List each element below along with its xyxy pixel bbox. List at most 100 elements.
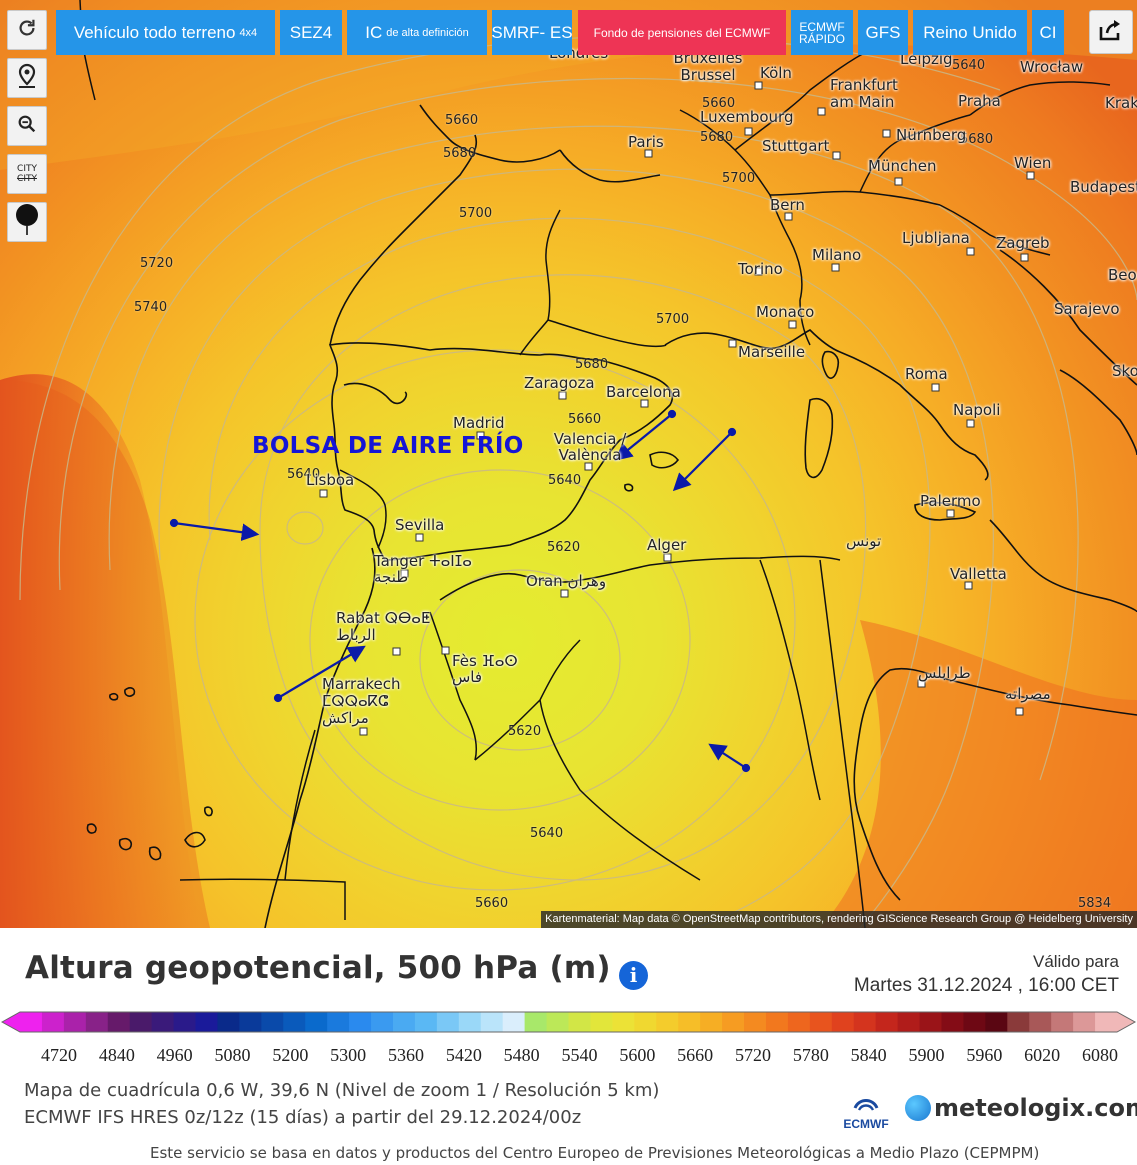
scale-color-cell — [436, 1012, 460, 1032]
contour-lines — [19, 35, 1137, 928]
scale-color-cell — [129, 1012, 153, 1032]
scale-tick-label: 6020 — [1024, 1045, 1061, 1065]
contour-label: 5700 — [656, 312, 690, 327]
scale-color-cell — [414, 1012, 438, 1032]
scale-color-cell — [634, 1012, 657, 1032]
contour-label: 5720 — [140, 256, 174, 271]
scale-color-cell — [963, 1012, 986, 1032]
grid-info-line: Mapa de cuadrícula 0,6 W, 39,6 N (Nivel … — [24, 1080, 660, 1101]
tab-sez4[interactable]: SEZ4 — [280, 10, 342, 55]
tab-gfs[interactable]: GFS — [858, 10, 908, 55]
scale-tick-label: 5600 — [619, 1045, 656, 1065]
cold-pocket-annotation: BOLSA DE AIRE FRÍO — [252, 433, 524, 459]
scale-color-cell — [985, 1012, 1008, 1032]
city-label-bern: Bern — [770, 196, 805, 214]
city-label-torino: Torino — [738, 260, 783, 278]
tab-uk[interactable]: Reino Unido — [913, 10, 1027, 55]
scale-color-cell — [502, 1012, 526, 1032]
city-label-misrata: مصراته — [1005, 685, 1051, 703]
country-borders — [79, 0, 1111, 928]
scale-left-arrow — [2, 1012, 20, 1032]
map-attribution: Kartenmaterial: Map data © OpenStreetMap… — [541, 911, 1137, 928]
info-icon[interactable]: i — [619, 961, 648, 990]
tab-ecmwf-ens[interactable]: Fondo de pensiones del ECMWF — [578, 10, 786, 55]
city-label-napoli: Napoli — [953, 401, 1001, 419]
scale-color-cell — [195, 1012, 219, 1032]
tab-smrf-label: SMRF- ES — [491, 22, 573, 42]
scale-color-cell — [1029, 1012, 1052, 1032]
contour-label: 5834 — [1078, 896, 1112, 911]
city-label-marrakech: Marrakech ⵎⵕⵕⴰⴽⵛ مراكش — [322, 675, 401, 727]
zoom-button[interactable] — [7, 106, 47, 146]
contour-label: 5700 — [722, 171, 756, 186]
city-labels-toggle[interactable]: CITY CITY — [7, 154, 47, 194]
scale-tick-label: 5200 — [272, 1045, 309, 1065]
contour-label: 5660 — [702, 96, 736, 111]
contour-label: 5700 — [459, 206, 493, 221]
scale-color-cell — [612, 1012, 635, 1032]
scale-outline — [0, 1011, 1137, 1033]
city-label-barcelona: Barcelona — [606, 383, 681, 401]
balloon-pin-button[interactable] — [7, 202, 47, 242]
scale-tick-label: 5900 — [908, 1045, 945, 1065]
city-label-monaco: Monaco — [756, 303, 815, 321]
legend-panel: Altura geopotencial, 500 hPa (m) i Válid… — [0, 928, 1137, 1165]
contour-label: 5640 — [548, 473, 582, 488]
city-label-tanger: Tanger ⵜⴰⵏⵊⴰ طنجة — [374, 552, 472, 586]
scale-color-cell — [85, 1012, 109, 1032]
tab-ecmwf-ens-label: Fondo de pensiones del ECMWF — [593, 25, 771, 40]
city-label-sevilla: Sevilla — [395, 516, 445, 534]
city-label-paris: Paris — [628, 133, 664, 151]
tab-ic-hd[interactable]: IC de alta definición — [347, 10, 487, 55]
scale-color-cell — [919, 1012, 943, 1032]
geopotential-map[interactable] — [0, 0, 1137, 928]
scale-tick-label: 5420 — [445, 1045, 482, 1065]
scale-color-cell — [261, 1012, 284, 1032]
scale-tick-label: 5080 — [214, 1045, 251, 1065]
scale-color-cell — [524, 1012, 548, 1032]
meteologix-logo[interactable]: meteologix.com — [905, 1094, 1137, 1122]
valid-date: Martes 31.12.2024 , 16:00 CET — [853, 975, 1119, 996]
city-label-stuttgart: Stuttgart — [762, 137, 830, 155]
scale-color-cell — [392, 1012, 416, 1032]
share-icon — [1098, 18, 1124, 46]
tab-ecmwf-fast-line1: ECMWF — [799, 19, 845, 34]
scale-color-cell — [1007, 1012, 1030, 1032]
scale-tick-label: 5780 — [792, 1045, 829, 1065]
scale-tick-label: 4720 — [41, 1045, 77, 1065]
tab-ci[interactable]: CI — [1032, 10, 1064, 55]
contour-label: 5740 — [134, 300, 168, 315]
valid-for-label: Válido para — [1032, 952, 1119, 971]
scale-tick-label: 5480 — [503, 1045, 540, 1065]
balloon-pin-icon — [14, 203, 40, 241]
tab-sez4-label: SEZ4 — [289, 22, 333, 42]
scale-color-cell — [151, 1012, 175, 1032]
city-label-marseille: Marseille — [738, 343, 806, 361]
scale-color-cell — [656, 1012, 679, 1032]
scale-color-cell — [853, 1012, 877, 1032]
contour-label: 5660 — [568, 412, 602, 427]
city-label-valencia: Valencia / València — [553, 430, 627, 464]
contour-label: 5680 — [700, 130, 734, 145]
city-label-roma: Roma — [905, 365, 948, 383]
city-label-sarajevo: Sarajevo — [1054, 300, 1120, 318]
city-label-milano: Milano — [812, 246, 862, 264]
refresh-button[interactable] — [7, 10, 47, 50]
city-toggle-label-struck: CITY — [17, 174, 37, 184]
meteologix-globe-icon — [905, 1095, 931, 1121]
contour-label: 5660 — [475, 896, 509, 911]
share-button[interactable] — [1089, 10, 1133, 54]
location-button[interactable] — [7, 58, 47, 98]
scale-color-cell — [239, 1012, 262, 1032]
scale-color-cell — [700, 1012, 723, 1032]
scale-tick-label: 5840 — [850, 1045, 887, 1065]
tab-4x4-label: Vehículo todo terreno — [73, 22, 236, 42]
contour-label: 5680 — [960, 132, 994, 147]
tab-4x4[interactable]: Vehículo todo terreno 4x4 — [56, 10, 275, 55]
map-area[interactable]: 5720 5740 5640 5660 5680 5700 5660 5680 … — [0, 0, 1137, 928]
coastlines — [86, 104, 1137, 928]
scale-tick-label: 5660 — [677, 1045, 714, 1065]
tab-smrf-es[interactable]: SMRF- ES — [491, 10, 573, 55]
scale-color-cell — [765, 1012, 789, 1032]
tab-ecmwf-fast[interactable]: ECMWF RÁPIDO — [791, 10, 853, 55]
